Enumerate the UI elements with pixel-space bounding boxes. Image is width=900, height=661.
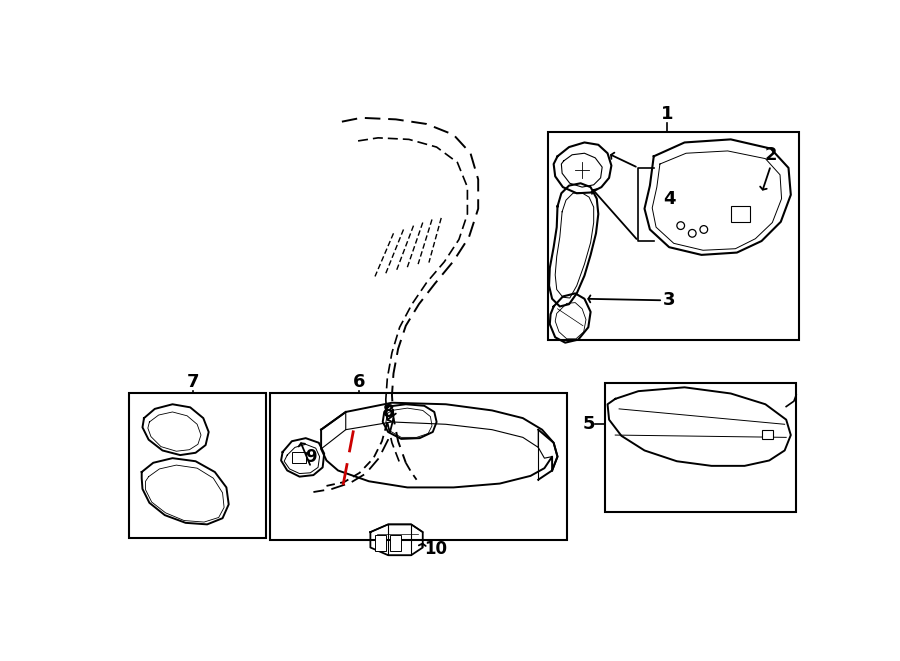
Text: 10: 10 xyxy=(424,540,447,558)
Bar xyxy=(391,535,401,551)
Text: 4: 4 xyxy=(663,190,675,208)
Bar xyxy=(292,452,306,463)
Text: 5: 5 xyxy=(583,415,595,433)
Bar xyxy=(375,535,386,551)
Bar xyxy=(129,393,266,538)
Text: 9: 9 xyxy=(305,447,317,465)
Bar xyxy=(731,206,750,222)
Bar xyxy=(548,132,798,340)
Bar xyxy=(270,393,567,540)
Text: 8: 8 xyxy=(383,403,394,421)
Text: 2: 2 xyxy=(764,146,777,164)
Text: 6: 6 xyxy=(353,373,365,391)
Text: 3: 3 xyxy=(663,292,675,309)
Bar xyxy=(605,383,796,512)
Bar xyxy=(761,430,773,439)
Text: 1: 1 xyxy=(661,105,673,123)
Text: 7: 7 xyxy=(186,373,199,391)
